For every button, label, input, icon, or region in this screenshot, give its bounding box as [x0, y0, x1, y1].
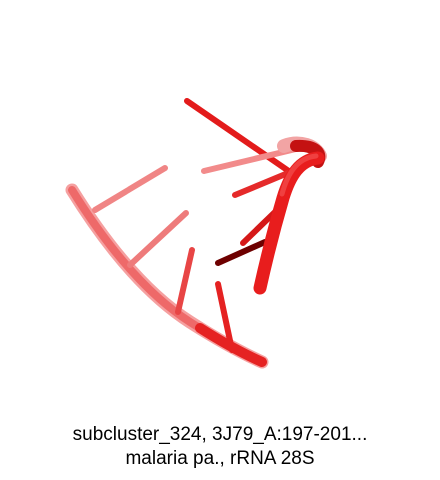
- right-backbone-strand: [253, 136, 327, 295]
- left-strand-bases: [92, 165, 235, 353]
- rna-structure-render: [65, 98, 327, 369]
- right-strand-bases: [184, 98, 303, 266]
- left-backbone-strand: [65, 183, 269, 369]
- caption-line-2: malaria pa., rRNA 28S: [125, 448, 315, 469]
- caption-line-1: subcluster_324, 3J79_A:197-201...: [72, 424, 368, 445]
